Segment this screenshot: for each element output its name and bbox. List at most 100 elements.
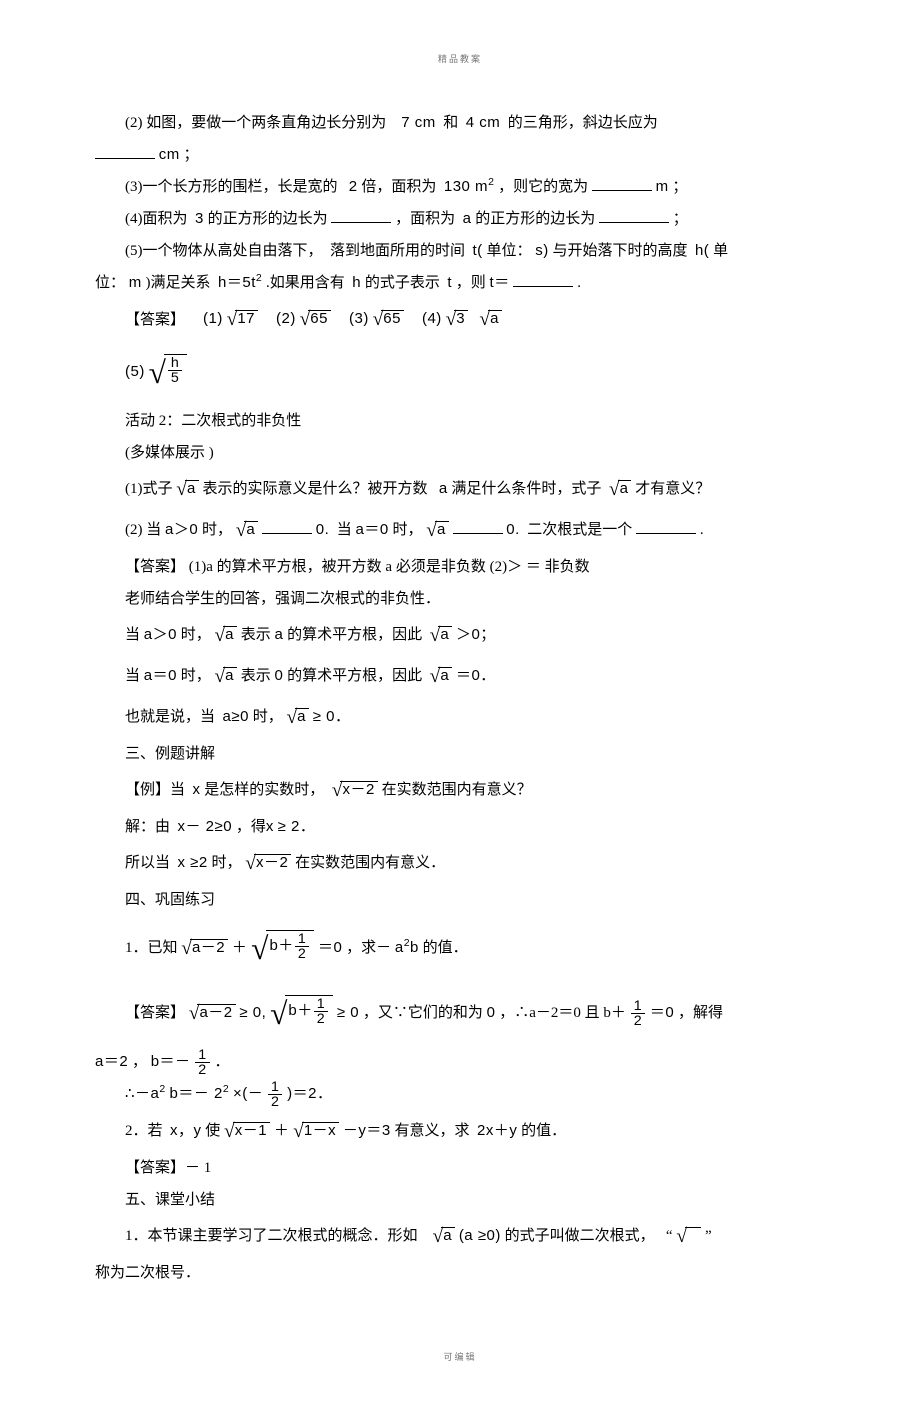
q5-s: s) xyxy=(535,242,549,259)
sum1-mid: 的式子叫做二次根式， xyxy=(505,1228,655,1244)
q2-7cm: 7 cm xyxy=(401,114,436,131)
pos-c: a＞0 xyxy=(144,626,177,643)
q5-mid1: 落到地面所用的时间 xyxy=(330,243,465,259)
pos-mid2: 表示 xyxy=(241,627,271,643)
sqrt-x-2: √x－2 xyxy=(332,771,378,810)
practice-2: 2．若 x，y 使 √x－1 ＋ √1－x －y＝3 有意义，求 2x＋y 的值… xyxy=(95,1112,825,1151)
activity-2-title: 活动 2：二次根式的非负性 xyxy=(95,406,825,436)
practice-1-answer-2: a＝2 ， b＝－ 12 ． xyxy=(95,1047,825,1077)
q4-semi: ； xyxy=(673,211,688,227)
q5-unit1: 单位： xyxy=(486,243,531,259)
p1-post: 的值． xyxy=(423,940,468,956)
q3-pre: (3)一个长方形的围栏，长是宽的 xyxy=(125,179,338,195)
p1-eq0: ＝0 xyxy=(318,939,342,956)
q3-unit: m xyxy=(656,178,669,195)
sum1-quote-close: ” xyxy=(705,1228,712,1244)
summary-1: 1．本节课主要学习了二次根式的概念．形如 √a (a ≥0) 的式子叫做二次根式… xyxy=(95,1217,825,1256)
sol2-mid: 时， xyxy=(212,855,242,871)
p1c-post: )＝2． xyxy=(287,1085,332,1102)
p1b-period: ． xyxy=(214,1054,229,1070)
sol1-ge: ≥ 2． xyxy=(278,818,316,835)
activity-2-sub: (多媒体展示 ) xyxy=(95,438,825,468)
q5-l2e: ，则 xyxy=(456,275,486,291)
a2-ans-text: (1)a 的算术平方根，被开方数 a 必须是非负数 (2)＞ ＝ 非负数 xyxy=(189,559,590,575)
sol1-pre: 解：由 xyxy=(125,819,170,835)
page-header: 精品教案 xyxy=(95,50,825,68)
q4-blank1 xyxy=(331,208,391,223)
q3-mid: 倍，面积为 xyxy=(361,179,436,195)
q5-m: m xyxy=(129,274,142,291)
p2-xy: x，y xyxy=(170,1122,202,1139)
sqrt-a-pos: √a xyxy=(214,616,237,655)
sqrt-a-4: √a xyxy=(426,511,449,550)
ex-mid: 是怎样的实数时， xyxy=(204,782,324,798)
ex-post: 在实数范围内有意义？ xyxy=(382,782,532,798)
a2q2-blank2 xyxy=(453,519,503,534)
q2-4cm: 4 cm xyxy=(466,114,501,131)
sol2-pre: 所以当 xyxy=(125,855,170,871)
p1c-times: ×(－ xyxy=(233,1085,263,1102)
teacher-note: 老师结合学生的回答，强调二次根式的非负性． xyxy=(95,584,825,614)
practice-1-answer: 【答案】 √a－2 ≥ 0, √ b＋12 ≥ 0 ，又∵它们的和为 0 ，∴a… xyxy=(95,982,825,1045)
section-5: 五、课堂小结 xyxy=(95,1185,825,1215)
activity-2-answer: 【答案】 (1)a 的算术平方根，被开方数 a 必须是非负数 (2)＞ ＝ 非负… xyxy=(95,552,825,582)
p1a-eq0: ＝0 xyxy=(650,1004,674,1021)
q5-blank xyxy=(513,272,573,287)
q2-post: 的三角形，斜边长应为 xyxy=(508,115,658,131)
q5-pre: (5)一个物体从高处自由落下， xyxy=(125,243,323,259)
ans4-label: (4) xyxy=(422,310,442,327)
ge-pre: 也就是说，当 xyxy=(125,709,215,725)
sqrt-a-2: √a xyxy=(609,470,632,509)
example: 【例】当 x 是怎样的实数时， √x－2 在实数范围内有意义？ xyxy=(95,771,825,810)
pos-a: a xyxy=(275,626,284,643)
page-footer: 可编辑 xyxy=(95,1348,825,1366)
z-mid3: 的算术平方根，因此 xyxy=(287,668,422,684)
z-0: 0 xyxy=(275,667,284,684)
z-pre: 当 xyxy=(125,668,140,684)
q4-a: a xyxy=(463,210,472,227)
sqrt-65a: √65 xyxy=(300,300,331,339)
q3-blank xyxy=(592,176,652,191)
q4-post: 的正方形的边长为 xyxy=(475,211,595,227)
pos-gt: ＞0； xyxy=(456,626,496,643)
sum1-pre: 1．本节课主要学习了二次根式的概念．形如 xyxy=(125,1228,418,1244)
p1-a: a xyxy=(395,939,404,956)
p1-label: 1．已知 xyxy=(125,940,178,956)
p1a-mid: ，又∵它们的和为 xyxy=(363,1005,483,1021)
question-3: (3)一个长方形的围栏，长是宽的 2 倍，面积为 130 m2 ，则它的宽为 m… xyxy=(95,172,825,202)
a2q2-blank3 xyxy=(636,519,696,534)
ge-mid: 时， xyxy=(253,709,283,725)
sum1-quote-open: “ xyxy=(666,1228,673,1244)
sqrt-a-minus-2: √a－2 xyxy=(181,929,228,968)
q3-area: 130 m xyxy=(444,178,488,195)
sqrt-x-1: √x－1 xyxy=(224,1112,270,1151)
sqrt-a-summary: √a xyxy=(433,1217,456,1256)
pos-pre: 当 xyxy=(125,627,140,643)
frac-half-3: 12 xyxy=(268,1080,282,1110)
activity-2-q1: (1)式子 √a 表示的实际意义是什么？被开方数 a 满足什么条件时，式子 √a… xyxy=(95,470,825,509)
pos-mid3: 的算术平方根，因此 xyxy=(287,627,422,643)
q4-pre: (4)面积为 xyxy=(125,211,188,227)
sol2-c: x ≥2 xyxy=(178,854,208,871)
q3-semi: ； xyxy=(672,179,687,195)
answer-5: (5) √ h5 xyxy=(95,341,825,404)
q3-post: ，则它的宽为 xyxy=(498,179,588,195)
sqrt-b-plus-half-b: √ b＋12 xyxy=(270,982,333,1045)
p1c-pre: ∴－a xyxy=(125,1085,159,1102)
a2q2-blank1 xyxy=(262,519,312,534)
sol2-post: 在实数范围内有意义． xyxy=(295,855,445,871)
sqrt-a-zero: √a xyxy=(214,657,237,696)
p2-my: －y＝3 xyxy=(343,1122,391,1139)
question-2: (2) 如图，要做一个两条直角边长分别为 7 cm 和 4 cm 的三角形，斜边… xyxy=(95,108,825,138)
p2-expr: 2x＋y xyxy=(477,1122,517,1139)
a2q1-end: 才有意义？ xyxy=(635,481,710,497)
p1a-ge2: ≥ 0 xyxy=(337,1004,359,1021)
q5-t: t( xyxy=(473,242,483,259)
a2q2-mid1: 时， xyxy=(202,522,232,538)
a2q2-period: . xyxy=(700,522,704,538)
sqrt-a-pos2: √a xyxy=(430,616,453,655)
q3-mult: 2 xyxy=(349,178,358,195)
p2-label: 2．若 xyxy=(125,1123,163,1139)
sol1-c: x－ 2≥0 xyxy=(178,818,233,835)
sqrt-a-3: √a xyxy=(236,511,259,550)
